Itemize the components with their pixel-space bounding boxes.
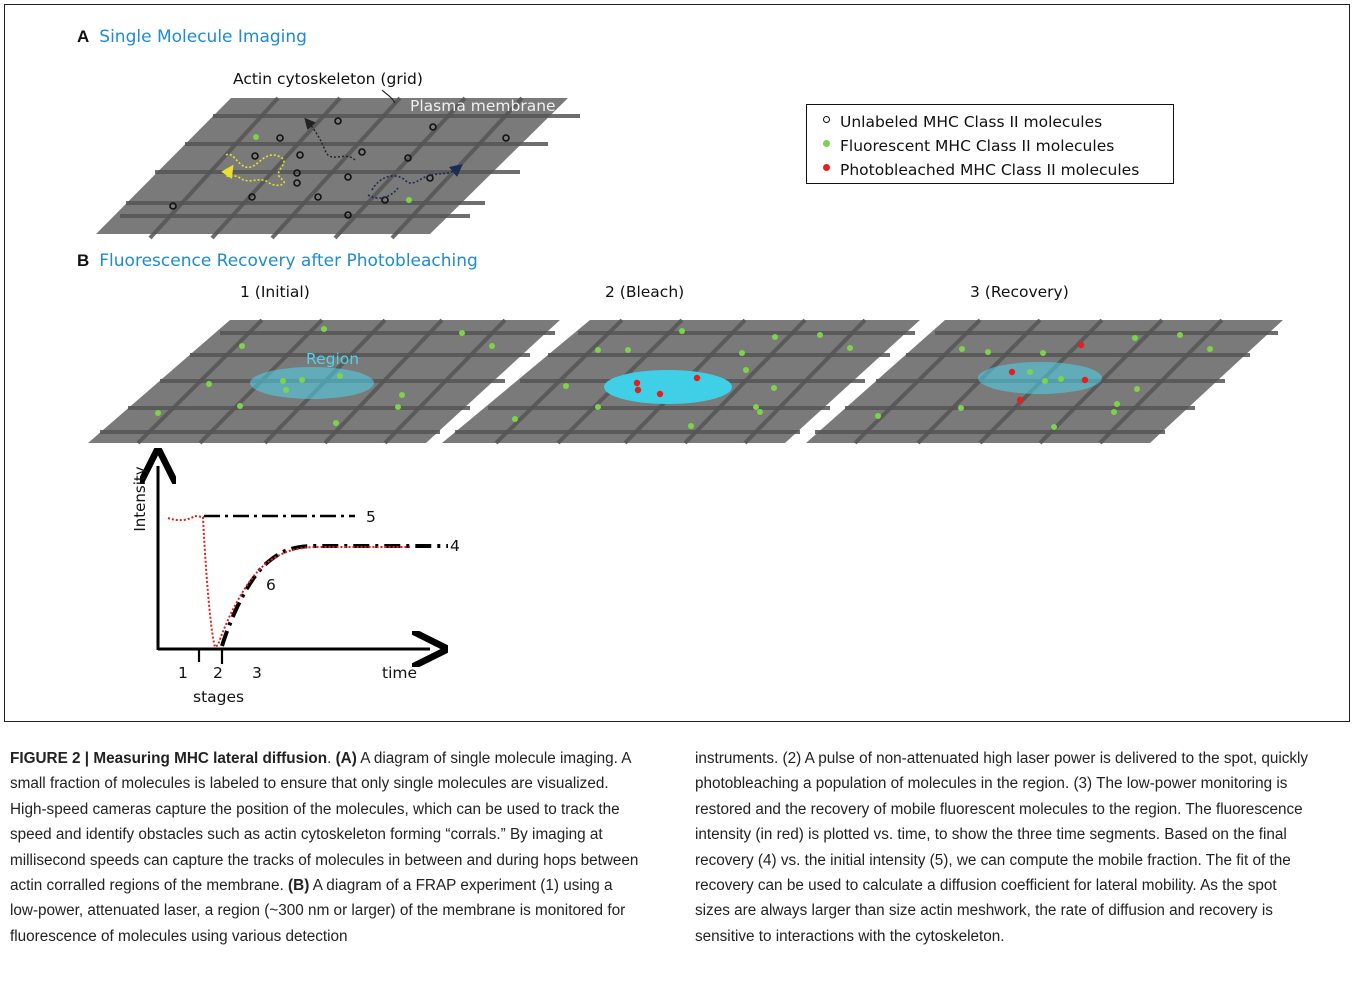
graph-xlabel: time xyxy=(382,664,418,682)
fluorescent-dot-icon xyxy=(823,140,830,147)
legend: Unlabeled MHC Class II molecules Fluores… xyxy=(806,104,1174,184)
stage-label-bleach: 2 (Bleach) xyxy=(605,283,685,301)
frap-graph xyxy=(158,466,448,664)
membrane-label: Plasma membrane xyxy=(410,97,556,115)
stage-label-initial: 1 (Initial) xyxy=(240,283,310,301)
legend-item-unlabeled: Unlabeled MHC Class II molecules xyxy=(823,113,1102,131)
stage-tick-3: 3 xyxy=(252,664,262,682)
curve-label-5: 5 xyxy=(366,508,376,526)
photobleached-dot-icon xyxy=(823,164,830,171)
membrane-b2 xyxy=(442,318,920,445)
legend-item-photobleached: Photobleached MHC Class II molecules xyxy=(823,161,1139,179)
caption-right: instruments. (2) A pulse of non-attenuat… xyxy=(695,750,1309,945)
graph-ylabel: Intensity xyxy=(131,466,149,532)
curve-label-4: 4 xyxy=(450,537,460,555)
region-label: Region xyxy=(306,350,360,368)
panel-b-title: B Fluorescence Recovery after Photobleach… xyxy=(77,251,478,271)
membrane-b3 xyxy=(806,318,1283,445)
stage-tick-2: 2 xyxy=(213,664,223,682)
panel-a-title: A Single Molecule Imaging xyxy=(77,27,307,47)
stages-axis-label: stages xyxy=(193,688,245,706)
legend-item-fluorescent: Fluorescent MHC Class II molecules xyxy=(823,137,1114,155)
curve-label-6: 6 xyxy=(266,576,276,594)
membrane-b1 xyxy=(88,318,560,445)
stage-tick-1: 1 xyxy=(178,664,188,682)
stage-label-recovery: 3 (Recovery) xyxy=(970,283,1069,301)
membrane-a xyxy=(96,89,580,240)
actin-label: Actin cytoskeleton (grid) xyxy=(233,70,423,88)
caption-left: FIGURE 2 | Measuring MHC lateral diffusi… xyxy=(10,750,639,945)
unlabeled-dot-icon xyxy=(823,116,830,123)
